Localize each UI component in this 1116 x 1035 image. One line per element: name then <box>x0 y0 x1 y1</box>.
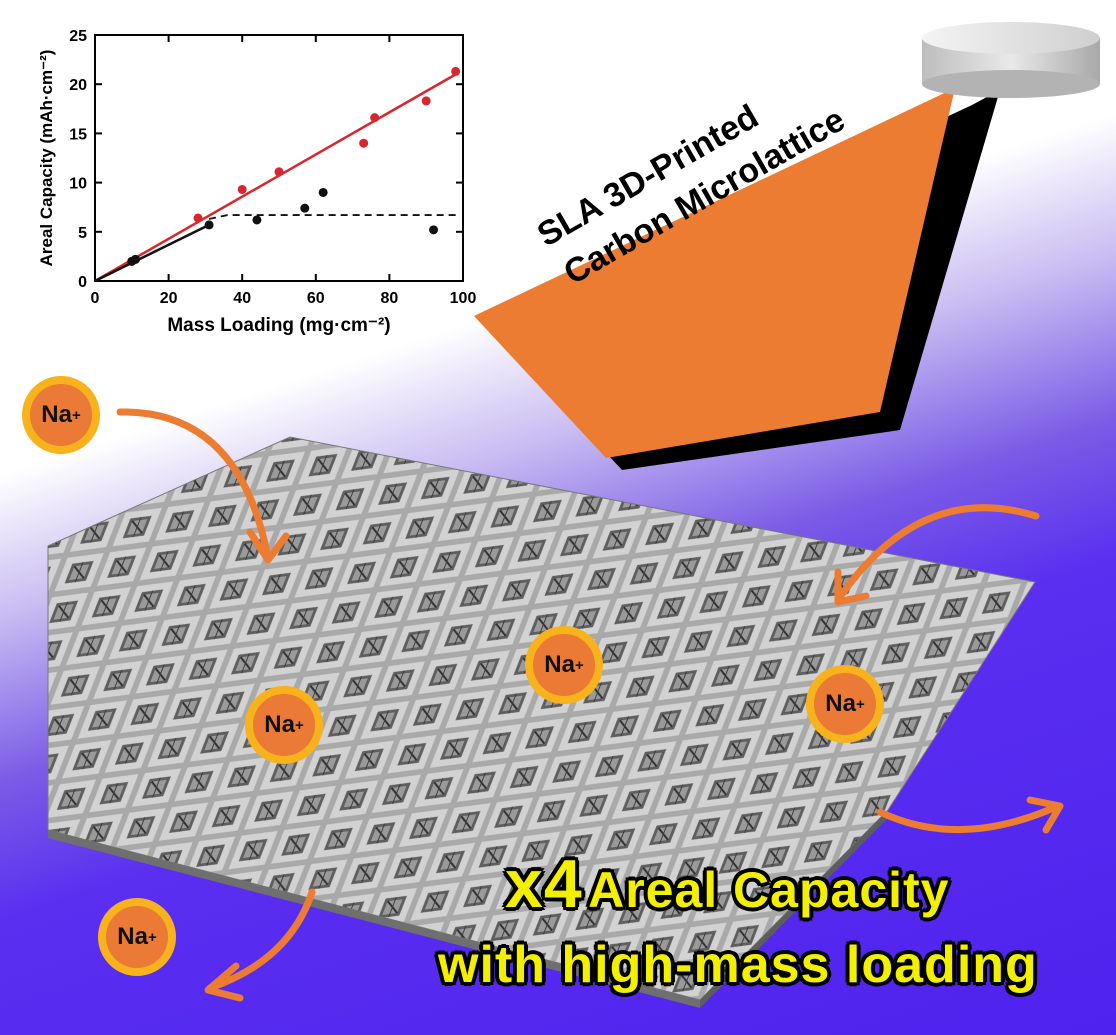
x-tick-label: 40 <box>233 290 251 307</box>
x-axis-label: Mass Loading (mg·cm⁻²) <box>167 315 390 336</box>
ion-arrow-out-bottom <box>206 888 316 992</box>
data-point-series-1 <box>300 203 310 213</box>
banner-line1-text: Areal Capacity <box>588 862 950 918</box>
sodium-ion-2: Na + <box>525 626 603 704</box>
data-point-series-0 <box>193 213 203 223</box>
x-tick-label: 60 <box>307 290 325 307</box>
x-tick-label: 0 <box>91 290 100 307</box>
ion-charge: + <box>855 695 865 713</box>
ion-label: Na <box>544 651 575 678</box>
y-tick-label: 5 <box>78 225 87 242</box>
printer-disk-icon <box>922 22 1100 98</box>
y-axis-label: Areal Capacity (mAh·cm⁻²) <box>37 50 56 267</box>
x-tick-label: 100 <box>450 290 477 307</box>
plateau-line-series-1 <box>208 214 456 220</box>
banner-line2: with high-mass loading <box>438 935 1038 995</box>
ion-label: Na <box>41 401 72 428</box>
data-point-series-1 <box>429 225 439 235</box>
data-point-series-0 <box>451 66 461 76</box>
data-point-series-0 <box>370 113 380 123</box>
ion-charge: + <box>147 928 157 946</box>
y-tick-label: 20 <box>69 77 87 94</box>
banner-line1: x4 Areal Capacity <box>505 845 949 923</box>
data-point-series-0 <box>359 138 369 148</box>
ion-label: Na <box>825 690 856 717</box>
data-point-series-0 <box>274 167 284 177</box>
y-tick-label: 15 <box>69 126 87 143</box>
data-point-series-1 <box>252 215 262 225</box>
plot-frame <box>94 34 464 282</box>
ion-charge: + <box>574 656 584 674</box>
data-point-series-1 <box>204 220 214 230</box>
data-point-series-1 <box>318 187 328 197</box>
y-tick-label: 0 <box>78 274 87 291</box>
data-point-series-0 <box>237 184 247 194</box>
banner-line2-text: with high-mass loading <box>438 936 1038 994</box>
sodium-ion-1: Na + <box>22 376 100 454</box>
y-tick-label: 10 <box>69 176 87 193</box>
areal-capacity-chart: 0 20 40 60 80 100 0 5 10 15 20 25 Mass Loading (mg·… <box>37 28 476 336</box>
sodium-ion-5: Na + <box>98 898 176 976</box>
ion-arrow-right <box>834 504 1040 604</box>
sodium-ion-3: Na + <box>245 686 323 764</box>
fit-line-series-1 <box>94 223 210 283</box>
ion-charge: + <box>71 406 81 424</box>
fit-line-series-0 <box>94 73 457 283</box>
ion-label: Na <box>117 923 148 950</box>
printing-arrow <box>474 88 1000 470</box>
ion-label: Na <box>264 711 295 738</box>
banner-multiplier: x4 <box>505 846 583 922</box>
data-point-series-0 <box>421 96 431 106</box>
ion-path-arrows <box>116 408 1064 1002</box>
ion-charge: + <box>294 716 304 734</box>
sodium-ion-4: Na + <box>806 665 884 743</box>
y-tick-label: 25 <box>69 28 87 45</box>
x-tick-label: 80 <box>381 290 399 307</box>
ion-arrow-topleft <box>116 408 272 562</box>
ion-arrow-out-right <box>876 802 1062 834</box>
x-tick-label: 20 <box>160 290 178 307</box>
data-point-series-1 <box>130 254 140 264</box>
carbon-microlattice <box>47 436 1036 1008</box>
